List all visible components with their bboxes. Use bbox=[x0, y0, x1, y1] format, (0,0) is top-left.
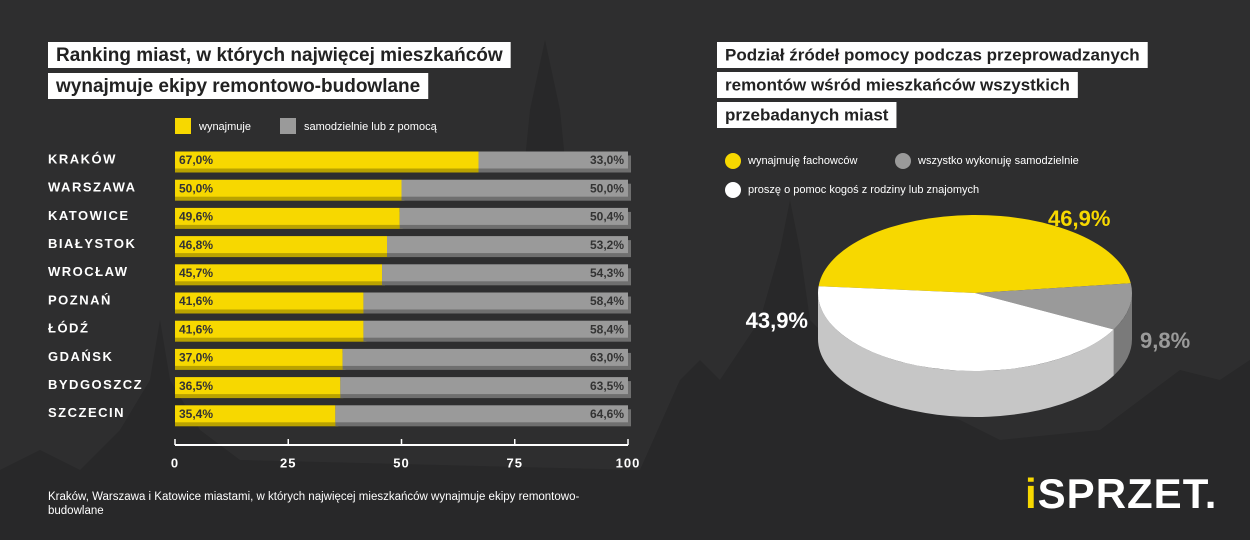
title-box bbox=[48, 73, 429, 99]
bar bbox=[175, 264, 383, 282]
value-label: 35,4% bbox=[179, 407, 213, 421]
bar bbox=[399, 207, 628, 225]
chart-title: przebadanych miast bbox=[725, 105, 889, 124]
category-label: WROCŁAW bbox=[48, 264, 129, 279]
legend-swatch bbox=[280, 118, 296, 134]
x-tick-label: 100 bbox=[616, 455, 641, 470]
value-label: 37,0% bbox=[179, 351, 213, 365]
bar bbox=[175, 236, 388, 254]
legend-label: wynajmuje bbox=[198, 121, 251, 133]
value-label: 9,8% bbox=[1140, 328, 1190, 353]
bar bbox=[335, 405, 628, 423]
pie-side bbox=[817, 293, 1114, 418]
x-tick-label: 50 bbox=[393, 455, 409, 470]
bar bbox=[387, 236, 628, 254]
bar bbox=[175, 405, 336, 423]
bar bbox=[175, 348, 343, 366]
bar bbox=[382, 264, 628, 282]
bar bbox=[340, 377, 628, 395]
value-label: 54,3% bbox=[590, 266, 624, 280]
legend-label: wynajmuję fachowców bbox=[747, 155, 857, 167]
bar bbox=[478, 151, 628, 169]
skyline bbox=[0, 40, 1250, 540]
category-label: GDAŃSK bbox=[48, 349, 113, 364]
chart-title: wynajmuje ekipy remontowo-budowlane bbox=[55, 76, 420, 97]
category-label: BYDGOSZCZ bbox=[48, 377, 143, 392]
category-label: WARSZAWA bbox=[48, 180, 137, 195]
bar bbox=[175, 292, 364, 310]
chart-title: Ranking miast, w których najwięcej miesz… bbox=[56, 45, 503, 66]
title-box bbox=[717, 102, 897, 128]
logo: iSPRZET. bbox=[1025, 470, 1218, 517]
x-tick-label: 75 bbox=[507, 455, 523, 470]
bar bbox=[175, 207, 400, 225]
value-label: 63,0% bbox=[590, 351, 624, 365]
bar bbox=[175, 320, 364, 338]
legend-swatch bbox=[895, 153, 911, 169]
pie-slice bbox=[975, 283, 1132, 330]
title-box bbox=[717, 72, 1078, 98]
value-label: 41,6% bbox=[179, 322, 213, 336]
pie-slice bbox=[817, 286, 1114, 372]
bar bbox=[342, 348, 628, 366]
category-label: POZNAŃ bbox=[48, 292, 112, 307]
legend-label: proszę o pomoc kogoś z rodziny lub znajo… bbox=[748, 184, 979, 196]
value-label: 50,0% bbox=[590, 181, 624, 195]
chart-title: remontów wśród mieszkańców wszystkich bbox=[725, 75, 1070, 94]
x-tick-label: 0 bbox=[171, 455, 179, 470]
value-label: 33,0% bbox=[590, 153, 624, 167]
value-label: 50,4% bbox=[590, 210, 624, 224]
legend-swatch bbox=[725, 182, 741, 198]
value-label: 50,0% bbox=[179, 181, 213, 195]
value-label: 45,7% bbox=[179, 266, 213, 280]
value-label: 64,6% bbox=[590, 407, 624, 421]
bar bbox=[363, 320, 628, 338]
value-label: 49,6% bbox=[179, 210, 213, 224]
value-label: 63,5% bbox=[590, 379, 624, 393]
bar bbox=[175, 377, 341, 395]
bar bbox=[175, 151, 479, 169]
value-label: 53,2% bbox=[590, 238, 624, 252]
category-label: SZCZECIN bbox=[48, 405, 125, 420]
title-box bbox=[48, 42, 511, 68]
pie-slice bbox=[818, 215, 1131, 293]
bar bbox=[401, 179, 628, 197]
category-label: BIAŁYSTOK bbox=[48, 236, 136, 251]
value-label: 67,0% bbox=[179, 153, 213, 167]
value-label: 43,9% bbox=[746, 308, 808, 333]
value-label: 36,5% bbox=[179, 379, 213, 393]
chart-title: Podział źródeł pomocy podczas przeprowad… bbox=[725, 45, 1140, 64]
legend-label: wszystko wykonuję samodzielnie bbox=[917, 155, 1079, 167]
value-label: 46,9% bbox=[1048, 206, 1110, 231]
value-label: 58,4% bbox=[590, 322, 624, 336]
value-label: 41,6% bbox=[179, 294, 213, 308]
value-label: 58,4% bbox=[590, 294, 624, 308]
category-label: KRAKÓW bbox=[48, 151, 117, 166]
legend-swatch bbox=[725, 153, 741, 169]
title-box bbox=[717, 42, 1148, 68]
value-label: 46,8% bbox=[179, 238, 213, 252]
pie-side bbox=[1113, 293, 1132, 376]
footnote: Kraków, Warszawa i Katowice miastami, w … bbox=[48, 491, 580, 517]
bar bbox=[363, 292, 628, 310]
legend-swatch bbox=[175, 118, 191, 134]
legend-label: samodzielnie lub z pomocą bbox=[304, 121, 438, 133]
category-label: ŁÓDŹ bbox=[48, 321, 89, 336]
x-tick-label: 25 bbox=[280, 455, 296, 470]
bar bbox=[175, 179, 402, 197]
category-label: KATOWICE bbox=[48, 208, 130, 223]
